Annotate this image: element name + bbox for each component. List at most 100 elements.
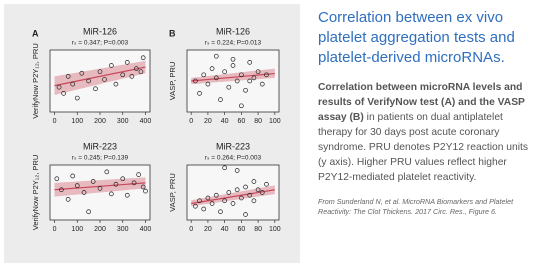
x-tick-label: 60 — [237, 118, 245, 125]
point — [113, 181, 119, 187]
plot-area — [49, 49, 151, 113]
point — [138, 69, 144, 75]
point — [86, 78, 91, 84]
point — [255, 187, 261, 193]
x-tick-label: 80 — [254, 226, 262, 233]
point — [239, 72, 244, 78]
point — [213, 53, 219, 59]
x-tick-label: 0 — [189, 118, 193, 125]
source: From Sunderland N, et al. MicroRNA Bioma… — [318, 197, 514, 216]
caption: Correlation between microRNA levels and … — [318, 80, 532, 185]
x-tick-label: 200 — [94, 118, 106, 125]
point — [109, 191, 114, 197]
point — [70, 173, 76, 179]
x-tick-label: 40 — [221, 226, 229, 233]
point — [90, 179, 96, 184]
y-axis-label: VASP, PRU — [168, 173, 177, 212]
point — [65, 73, 71, 79]
point — [222, 165, 227, 171]
point — [143, 188, 148, 194]
point — [264, 181, 269, 187]
caption-text: in patients on dual antiplatelet therapy… — [318, 112, 529, 183]
panel-stat: rₛ = 0.224; P=0.013 — [205, 40, 262, 47]
point — [205, 195, 211, 201]
point — [222, 198, 227, 204]
panel-stat: rₛ = 0.264; P=0.003 — [205, 155, 262, 162]
point — [205, 81, 211, 87]
point — [218, 209, 223, 215]
x-tick-label: 100 — [71, 226, 83, 233]
point — [74, 95, 80, 101]
fit-line — [191, 189, 275, 205]
x-tick-label: 200 — [94, 226, 106, 233]
point — [104, 169, 110, 175]
plot-area — [186, 164, 280, 221]
x-tick-label: 20 — [204, 118, 212, 125]
point — [243, 87, 248, 93]
point — [136, 172, 141, 177]
point — [61, 91, 66, 96]
point — [213, 192, 219, 198]
point — [140, 184, 146, 190]
point — [209, 66, 215, 71]
point — [113, 81, 119, 87]
point — [54, 176, 60, 182]
point — [251, 75, 257, 81]
point — [197, 198, 202, 204]
point — [243, 184, 248, 190]
point — [255, 69, 261, 75]
confidence-band — [54, 60, 146, 95]
y-axis-label: VerifyNow P2Y₁₂, PRU — [31, 43, 40, 118]
point — [239, 195, 244, 201]
point — [247, 60, 253, 65]
point — [193, 203, 198, 209]
point — [131, 180, 137, 186]
point — [197, 91, 202, 96]
point — [218, 97, 223, 102]
point — [251, 198, 257, 204]
point — [124, 192, 130, 198]
point — [209, 201, 215, 206]
panel-title: MiR-126 — [216, 26, 250, 36]
x-tick-label: 400 — [140, 118, 152, 125]
point — [259, 190, 265, 195]
point — [226, 190, 232, 195]
point — [70, 81, 76, 87]
x-tick-label: 300 — [117, 118, 129, 125]
x-tick-label: 400 — [140, 226, 152, 233]
panel-title: MiR-223 — [216, 141, 250, 151]
point — [213, 75, 219, 81]
point — [74, 183, 80, 188]
point — [97, 69, 103, 75]
panel-title: MiR-126 — [83, 26, 117, 36]
point — [79, 70, 85, 76]
caption-bold: Correlation between microRNA levels and … — [318, 82, 525, 123]
text-column: Correlation between ex vivo platelet agg… — [318, 8, 532, 217]
point — [109, 63, 114, 68]
point — [140, 55, 146, 61]
point — [230, 201, 236, 206]
panel-stat: rₛ = 0.347; P=0.003 — [72, 40, 129, 47]
x-tick-label: 20 — [204, 226, 212, 233]
point — [102, 77, 107, 82]
point — [81, 190, 87, 195]
point — [222, 69, 227, 75]
point — [65, 197, 71, 202]
point — [247, 192, 253, 198]
x-tick-label: 0 — [53, 118, 57, 125]
confidence-band — [191, 185, 275, 207]
point — [226, 84, 232, 90]
point — [234, 168, 240, 173]
point — [193, 78, 198, 84]
point — [230, 56, 236, 62]
point — [134, 66, 139, 71]
point — [247, 78, 253, 84]
plot-area — [49, 164, 151, 221]
fit-line — [191, 72, 275, 82]
x-tick-label: 0 — [189, 226, 193, 233]
y-axis-label: VerifyNow P2Y₁₂, PRU — [31, 155, 40, 230]
point — [234, 187, 240, 193]
x-tick-label: 0 — [53, 226, 57, 233]
point — [129, 73, 135, 79]
